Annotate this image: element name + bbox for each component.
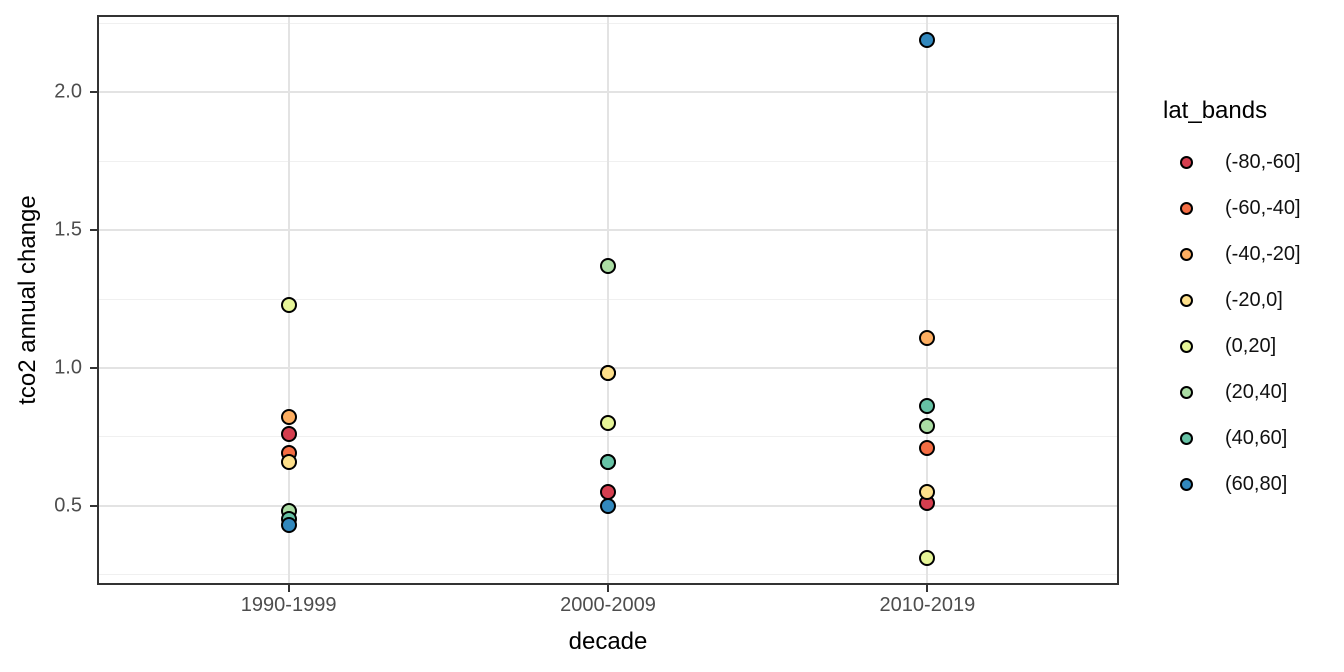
legend-marker-icon [1180, 247, 1193, 261]
y-tick-label: 1.5 [54, 218, 82, 241]
legend-items: (-80,-60] (-60,-40] (-40,-20] (-20,0] (0,20]… [1163, 139, 1301, 507]
legend-item: (20,40] [1163, 369, 1301, 415]
y-tick-label: 2.0 [54, 80, 82, 103]
legend-item: (-60,-40] [1163, 185, 1301, 231]
legend-item: (0,20] [1163, 323, 1301, 369]
legend-marker-icon [1180, 385, 1193, 399]
data-point [919, 550, 936, 566]
data-point [280, 409, 297, 426]
legend-marker-icon [1180, 339, 1193, 353]
legend-title: lat_bands [1163, 97, 1268, 124]
legend-item-label: (0,20] [1225, 334, 1277, 357]
data-point [919, 329, 936, 346]
legend-item-label: (-80,-60] [1225, 150, 1301, 173]
category-gridline [926, 15, 929, 585]
legend-item-label: (-60,-40] [1225, 196, 1301, 219]
legend-item-label: (-20,0] [1225, 288, 1283, 311]
y-tick-mark [90, 366, 97, 369]
data-point [280, 453, 297, 470]
data-point [600, 453, 616, 470]
y-tick-mark [90, 91, 97, 94]
y-axis-title: tco2 annual change [14, 195, 41, 405]
data-point [280, 426, 297, 443]
legend-item: (40,60] [1163, 415, 1301, 461]
data-point [600, 415, 616, 431]
legend-item-label: (-40,-20] [1225, 242, 1301, 265]
legend-item-label: (20,40] [1225, 380, 1288, 403]
legend-item-label: (40,60] [1225, 426, 1288, 449]
y-tick-mark [90, 504, 97, 507]
x-tick-mark [926, 585, 929, 592]
legend-item: (-40,-20] [1163, 231, 1301, 277]
y-tick-label: 1.0 [54, 356, 82, 379]
x-tick-mark [287, 585, 290, 592]
legend: lat_bands (-80,-60] (-60,-40] (-40,-20] (-2… [1163, 96, 1301, 507]
legend-marker-icon [1180, 201, 1193, 215]
data-point [600, 497, 616, 514]
legend-marker-icon [1180, 155, 1193, 169]
legend-item: (-80,-60] [1163, 139, 1301, 185]
category-gridline [607, 15, 609, 585]
data-point [919, 32, 936, 49]
data-point [280, 516, 297, 533]
x-tick-label: 1990-1999 [240, 594, 337, 616]
x-axis-title: decade [568, 628, 648, 655]
data-point [919, 439, 936, 456]
data-point [600, 257, 616, 274]
data-point [919, 398, 936, 415]
x-tick-label: 2010-2019 [879, 594, 976, 616]
legend-marker-icon [1180, 293, 1193, 307]
legend-item: (-20,0] [1163, 277, 1301, 323]
data-point [600, 365, 616, 382]
legend-item-label: (60,80] [1225, 472, 1288, 495]
data-point [919, 417, 936, 434]
data-point [919, 483, 936, 500]
y-tick-mark [90, 229, 97, 232]
legend-marker-icon [1180, 431, 1193, 445]
x-tick-label: 2000-2009 [560, 594, 656, 616]
y-tick-label: 0.5 [54, 494, 82, 517]
legend-item: (60,80] [1163, 461, 1301, 507]
data-point [280, 296, 297, 313]
x-tick-mark [607, 585, 609, 592]
legend-marker-icon [1180, 477, 1193, 491]
